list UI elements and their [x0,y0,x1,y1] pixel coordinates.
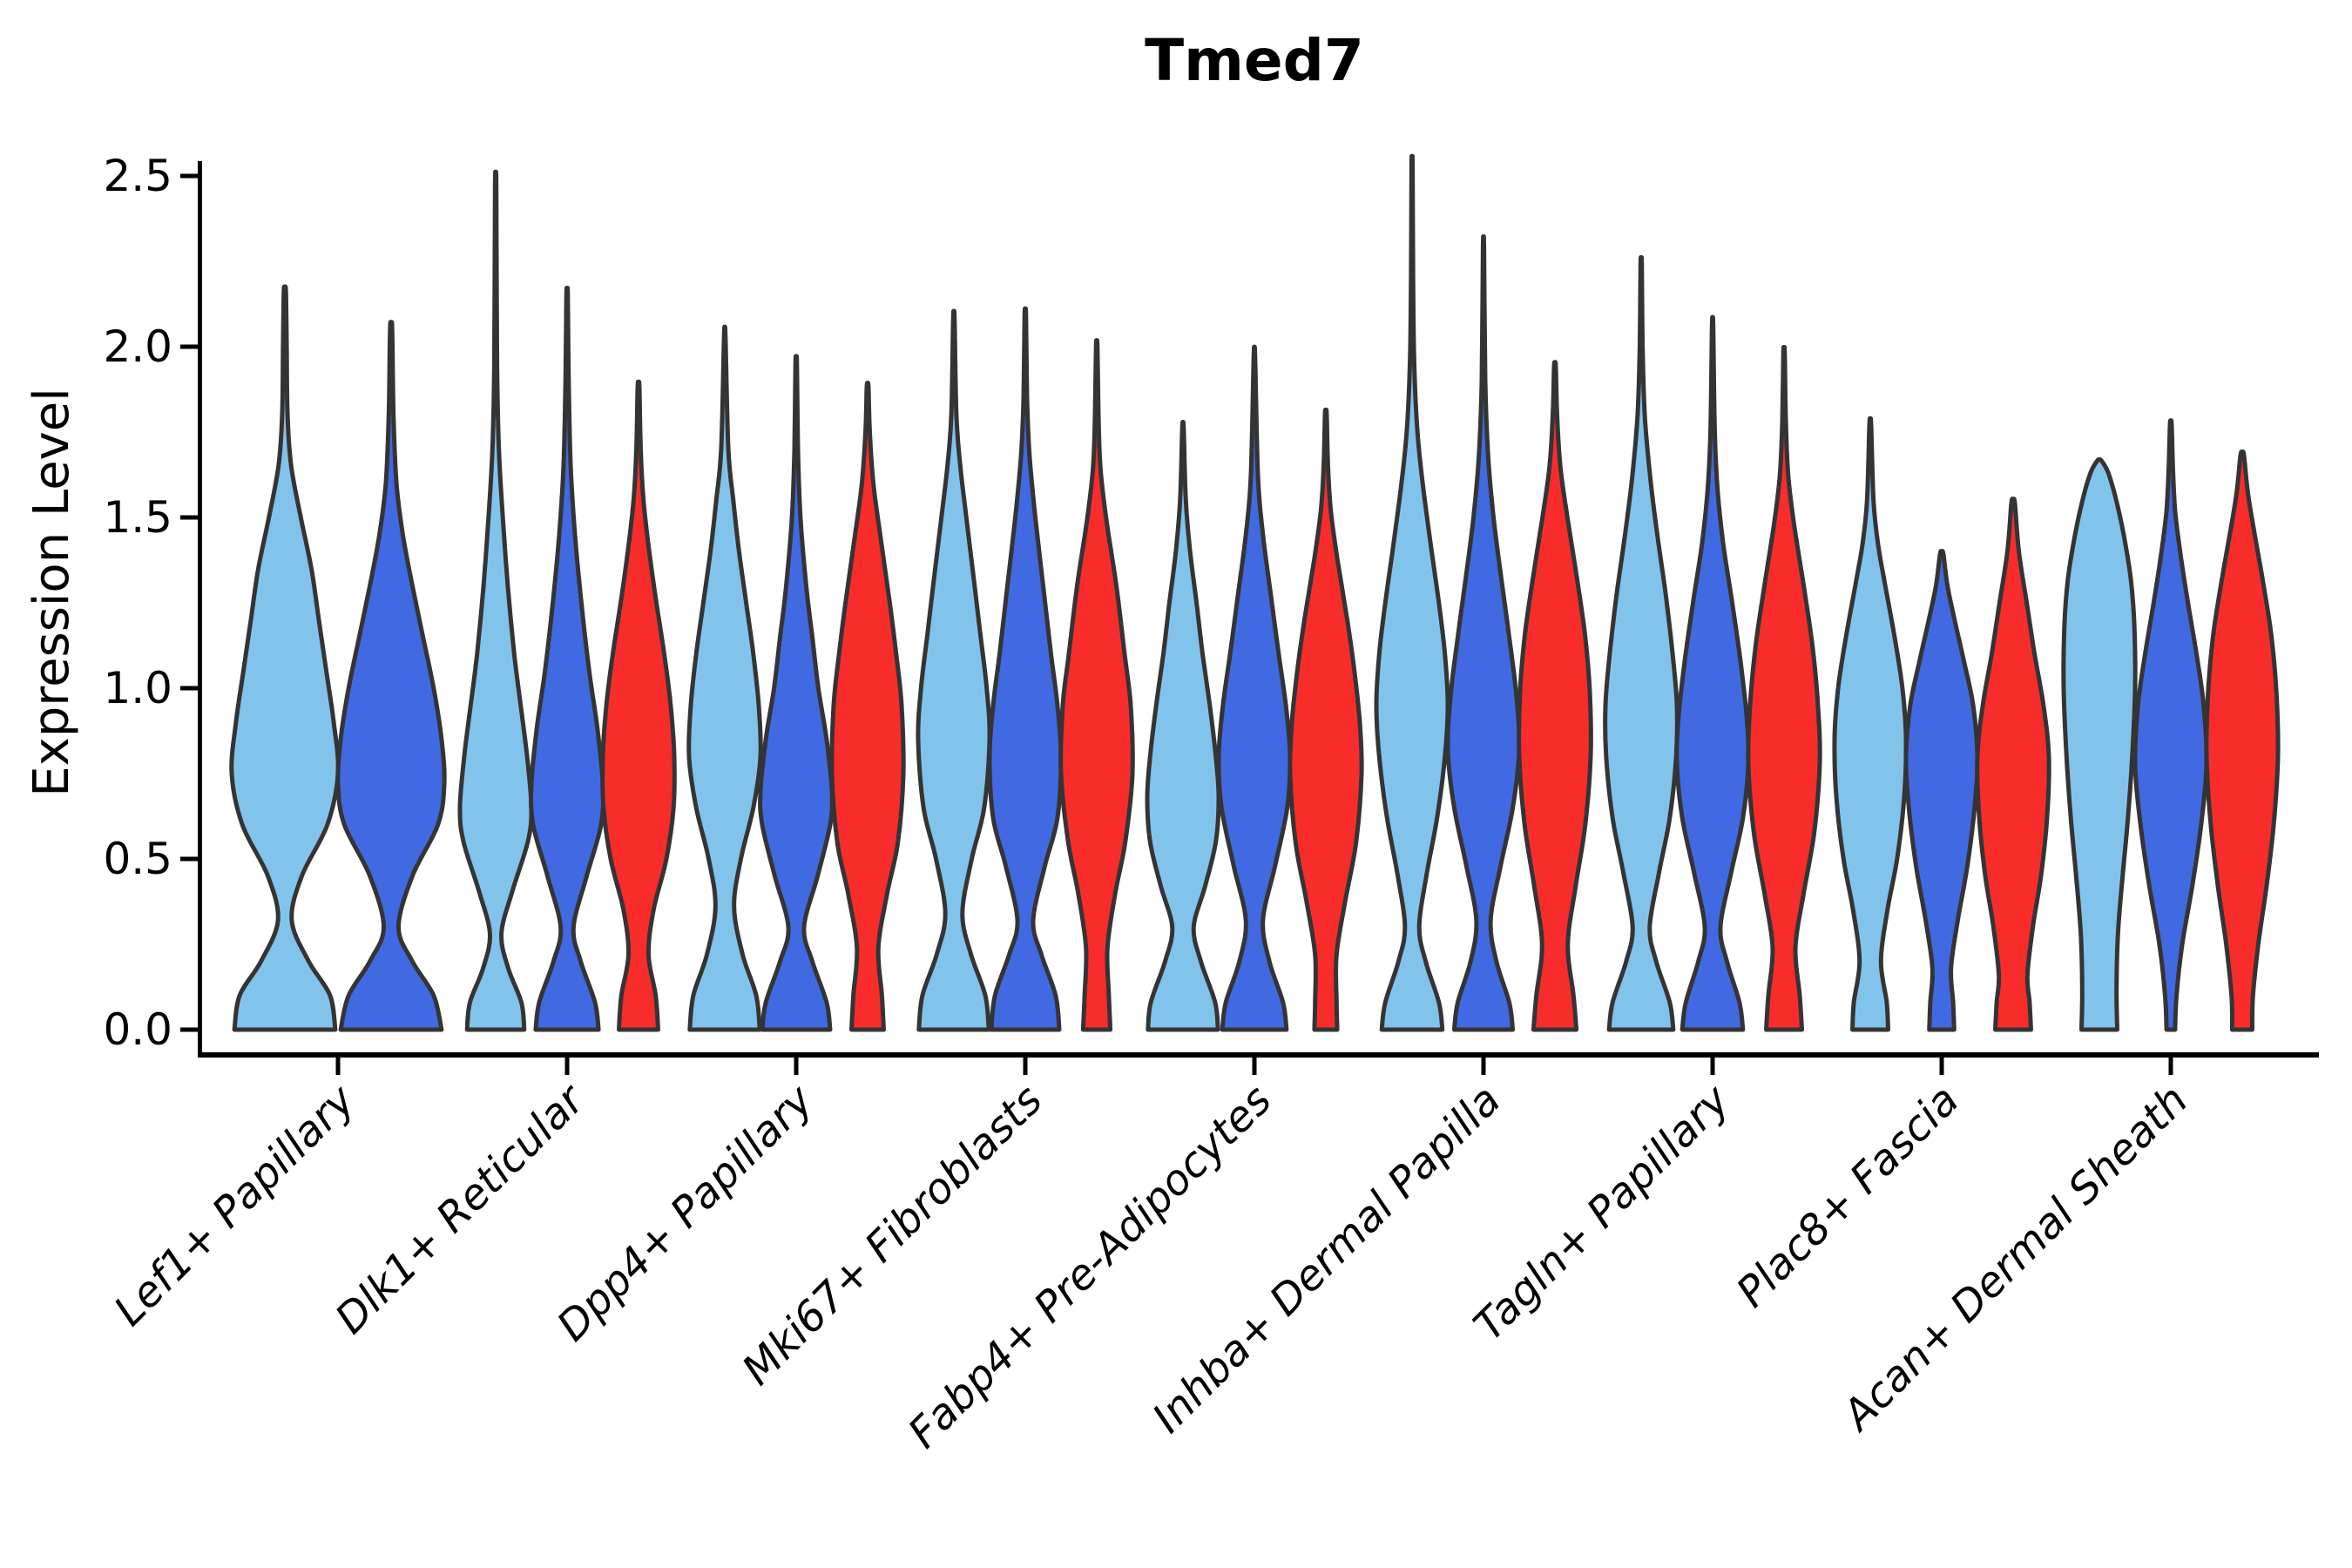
violin-6-blue [1674,314,1751,1032]
y-tick-mark [180,686,198,691]
x-tick-label: Dpp4+ Papillary [548,1075,823,1350]
violin-3-red [1058,338,1135,1032]
y-tick-label: 0.5 [103,834,172,884]
violin-7-light-blue [1832,416,1909,1032]
violin-0-light-blue [229,284,341,1032]
violin-6-red [1746,345,1822,1032]
y-tick-mark [180,173,198,179]
violin-5-red [1517,360,1593,1032]
violin-0-blue [335,320,447,1032]
x-tick-label: Dlk1+ Reticular [326,1074,596,1344]
y-tick-mark [180,1027,198,1032]
violins-layer [229,153,2281,1032]
y-tick-label: 2.0 [103,321,172,372]
x-tick-mark [794,1058,799,1075]
violin-5-blue [1445,234,1522,1032]
y-tick-label: 2.5 [103,151,172,201]
violin-4-red [1288,407,1364,1032]
chart-title: Tmed7 [1145,27,1364,94]
y-tick-mark [180,515,198,520]
x-tick-mark [1252,1058,1257,1075]
violin-8-red [2204,449,2281,1032]
y-axis-spine [198,161,202,1058]
violin-4-blue [1216,344,1293,1032]
x-tick-mark [2168,1058,2173,1075]
violin-5-light-blue [1374,153,1450,1032]
violin-7-blue [1903,549,1980,1032]
violin-1-red [600,379,677,1032]
x-tick-mark [1710,1058,1715,1075]
violin-2-red [829,381,906,1032]
violin-1-light-blue [457,169,534,1032]
y-tick-label: 1.0 [103,663,172,713]
y-tick-mark [180,344,198,349]
x-tick-label: Fabp4+ Pre-Adipocytes [899,1076,1281,1458]
y-tick-label: 1.5 [103,492,172,543]
violin-3-blue [987,306,1064,1032]
violin-6-light-blue [1603,254,1680,1032]
x-tick-mark [1939,1058,1944,1075]
violin-3-light-blue [916,308,992,1032]
violin-1-blue [529,285,605,1032]
violin-8-light-blue [2061,456,2138,1032]
y-axis-label: Expression Level [24,388,80,797]
y-tick-label: 0.0 [103,1004,172,1055]
x-tick-mark [335,1058,341,1075]
violin-2-light-blue [686,324,763,1032]
x-tick-label: Lef1+ Papillary [105,1075,365,1335]
x-tick-mark [564,1058,570,1075]
violin-4-light-blue [1145,420,1221,1032]
x-tick-mark [1481,1058,1486,1075]
y-tick-mark [180,856,198,862]
x-tick-label: Tagln+ Papillary [1464,1075,1740,1350]
violin-2-blue [758,354,835,1032]
x-tick-label: Plac8+ Fascia [1727,1076,1969,1317]
x-tick-mark [1023,1058,1028,1075]
x-axis-spine [198,1052,2319,1058]
violin-8-blue [2132,418,2209,1032]
violin-7-red [1975,497,2051,1032]
